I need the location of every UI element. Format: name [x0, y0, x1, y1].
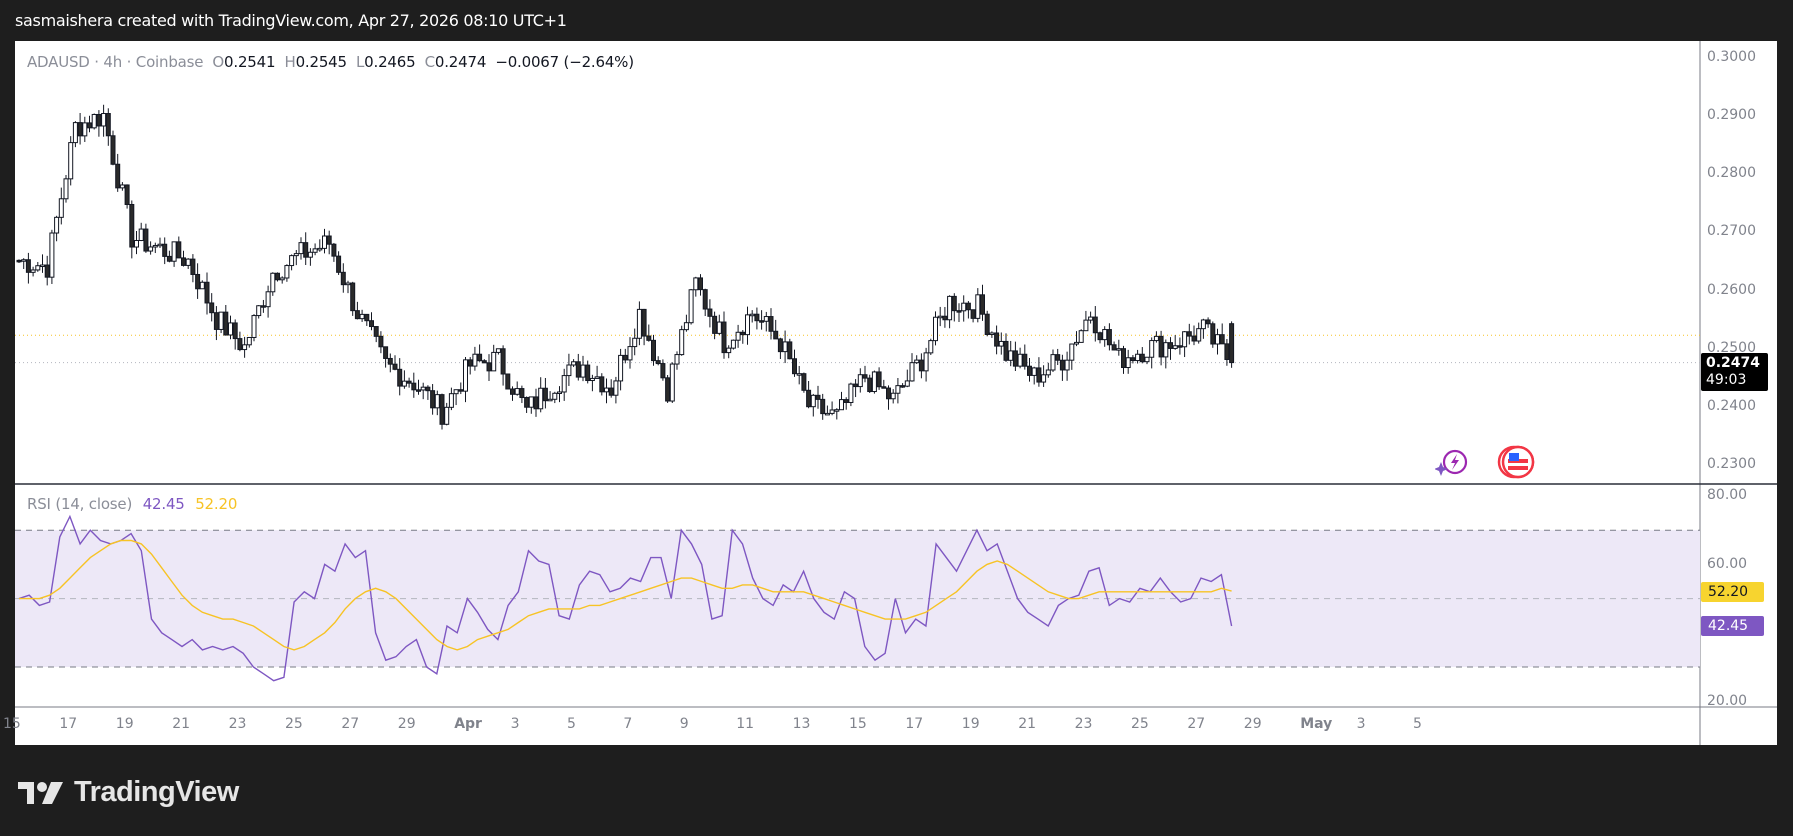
rsi-legend: RSI (14, close) 42.45 52.20 — [27, 495, 237, 513]
close-value: 0.2474 — [434, 53, 487, 71]
exchange: Coinbase — [135, 53, 204, 71]
time-tick: 13 — [792, 716, 811, 732]
time-tick: 17 — [59, 716, 78, 732]
open-value: 0.2541 — [224, 53, 276, 71]
chart-canvas[interactable] — [15, 41, 1777, 745]
rsi-value-tag: 42.45 — [1701, 616, 1764, 636]
time-tick: 7 — [623, 716, 633, 732]
tradingview-logo[interactable]: TradingView — [18, 776, 239, 809]
us-flag-icon[interactable] — [1501, 445, 1535, 479]
symbol-legend: ADAUSD · 4h · Coinbase O0.2541 H0.2545 L… — [27, 53, 634, 71]
brand-name: TradingView — [74, 776, 239, 808]
rsi-tick: 60.00 — [1707, 556, 1748, 572]
low-value: 0.2465 — [364, 53, 416, 71]
time-tick: 21 — [172, 716, 191, 732]
time-tick: May — [1300, 716, 1333, 732]
interval: 4h — [103, 53, 123, 71]
price-tick: 0.2900 — [1707, 107, 1756, 123]
rsi-value: 42.45 — [142, 495, 185, 513]
time-tick: 5 — [1413, 716, 1422, 732]
price-tick: 0.2800 — [1707, 165, 1756, 181]
time-tick: 23 — [228, 716, 247, 732]
tradingview-logo-icon — [18, 781, 63, 804]
time-tick: 3 — [1356, 716, 1366, 732]
time-tick: 29 — [1243, 716, 1262, 732]
time-tick: 15 — [849, 716, 867, 732]
rsi-tick: 20.00 — [1707, 693, 1748, 709]
bar-countdown: 49:03 — [1706, 372, 1747, 388]
time-tick: Apr — [454, 716, 482, 732]
price-tick: 0.2300 — [1707, 456, 1756, 472]
time-tick: 11 — [736, 716, 755, 732]
time-tick: 17 — [905, 716, 924, 732]
price-tick: 0.2400 — [1707, 398, 1756, 414]
time-tick: 21 — [1018, 716, 1037, 732]
time-tick: 25 — [1131, 716, 1149, 732]
time-tick: 19 — [961, 716, 980, 732]
rsi-tick: 80.00 — [1707, 487, 1748, 503]
time-tick: 3 — [510, 716, 520, 732]
rsi-title[interactable]: RSI (14, close) — [27, 495, 133, 513]
rsi-ma-value: 52.20 — [195, 495, 238, 513]
chart-container[interactable]: ADAUSD · 4h · Coinbase O0.2541 H0.2545 L… — [3, 41, 1777, 745]
attribution-header: sasmaishera created with TradingView.com… — [15, 11, 567, 30]
last-price-tag: 0.2474 49:03 — [1701, 353, 1768, 391]
last-price: 0.2474 — [1706, 355, 1761, 371]
time-tick: 29 — [397, 716, 416, 732]
time-tick: 27 — [341, 716, 360, 732]
price-tick: 0.3000 — [1707, 49, 1756, 65]
high-value: 0.2545 — [295, 53, 347, 71]
time-tick: 19 — [115, 716, 134, 732]
time-tick: 25 — [285, 716, 303, 732]
time-tick: 23 — [1074, 716, 1093, 732]
price-tick: 0.2500 — [1707, 340, 1756, 356]
price-tick: 0.2700 — [1707, 223, 1756, 239]
time-tick: 27 — [1187, 716, 1206, 732]
price-tick: 0.2600 — [1707, 282, 1756, 298]
change-value: −0.0067 (−2.64%) — [495, 53, 634, 71]
time-tick: 15 — [3, 716, 21, 732]
rsi-ma-tag: 52.20 — [1701, 582, 1764, 602]
time-tick: 5 — [567, 716, 576, 732]
time-tick: 9 — [679, 716, 689, 732]
symbol-name[interactable]: ADAUSD — [27, 53, 90, 71]
